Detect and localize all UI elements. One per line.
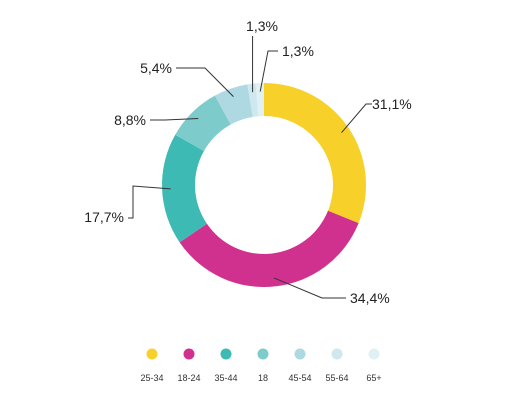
legend-label-25-34: 25-34 — [140, 373, 163, 383]
value-label-18: 8,8% — [114, 112, 146, 128]
slice-35-44 — [162, 134, 207, 243]
legend-dot-55-64 — [331, 348, 343, 360]
legend-label-55-64: 55-64 — [325, 373, 348, 383]
legend-dot-18 — [257, 348, 269, 360]
legend-dot-65- — [368, 348, 380, 360]
leader-lines — [128, 36, 372, 299]
legend-label-18: 18 — [258, 373, 268, 383]
legend-dot-35-44 — [220, 348, 232, 360]
value-label-18-24: 34,4% — [350, 290, 390, 306]
slice-18-24 — [179, 210, 359, 287]
legend-dot-45-54 — [294, 348, 306, 360]
slice-45-54 — [214, 84, 253, 125]
donut-slices — [162, 83, 367, 287]
leader-line-25-34 — [341, 103, 372, 134]
value-label-65-: 1,3% — [282, 43, 314, 59]
value-label-55-64: 1,3% — [246, 18, 278, 34]
leader-line-65- — [259, 50, 278, 92]
legend-label-18-24: 18-24 — [177, 373, 200, 383]
value-label-35-44: 17,7% — [84, 209, 124, 225]
value-labels: 31,1% 34,4% 17,7% 8,8% 5,4% 1,3%1,3% — [84, 18, 411, 306]
slice-18 — [175, 95, 231, 152]
legend-dot-25-34 — [146, 348, 158, 360]
legend-dot-18-24 — [183, 348, 195, 360]
leader-line-45-54 — [176, 67, 234, 97]
leader-line-18 — [150, 117, 199, 121]
slice-25-34 — [264, 83, 367, 224]
legend-label-45-54: 45-54 — [288, 373, 311, 383]
slice-65- — [255, 83, 264, 117]
slice-55-64 — [247, 83, 259, 117]
legend-label-65-: 65+ — [366, 373, 381, 383]
leader-line-18-24 — [273, 277, 346, 299]
value-label-45-54: 5,4% — [140, 60, 172, 76]
legend-label-35-44: 35-44 — [214, 373, 237, 383]
leader-line-35-44 — [128, 185, 171, 219]
value-label-25-34: 31,1% — [372, 96, 412, 112]
legend: 25-34 18-24 35-44 18 45-54 55-64 65+ — [140, 348, 382, 383]
